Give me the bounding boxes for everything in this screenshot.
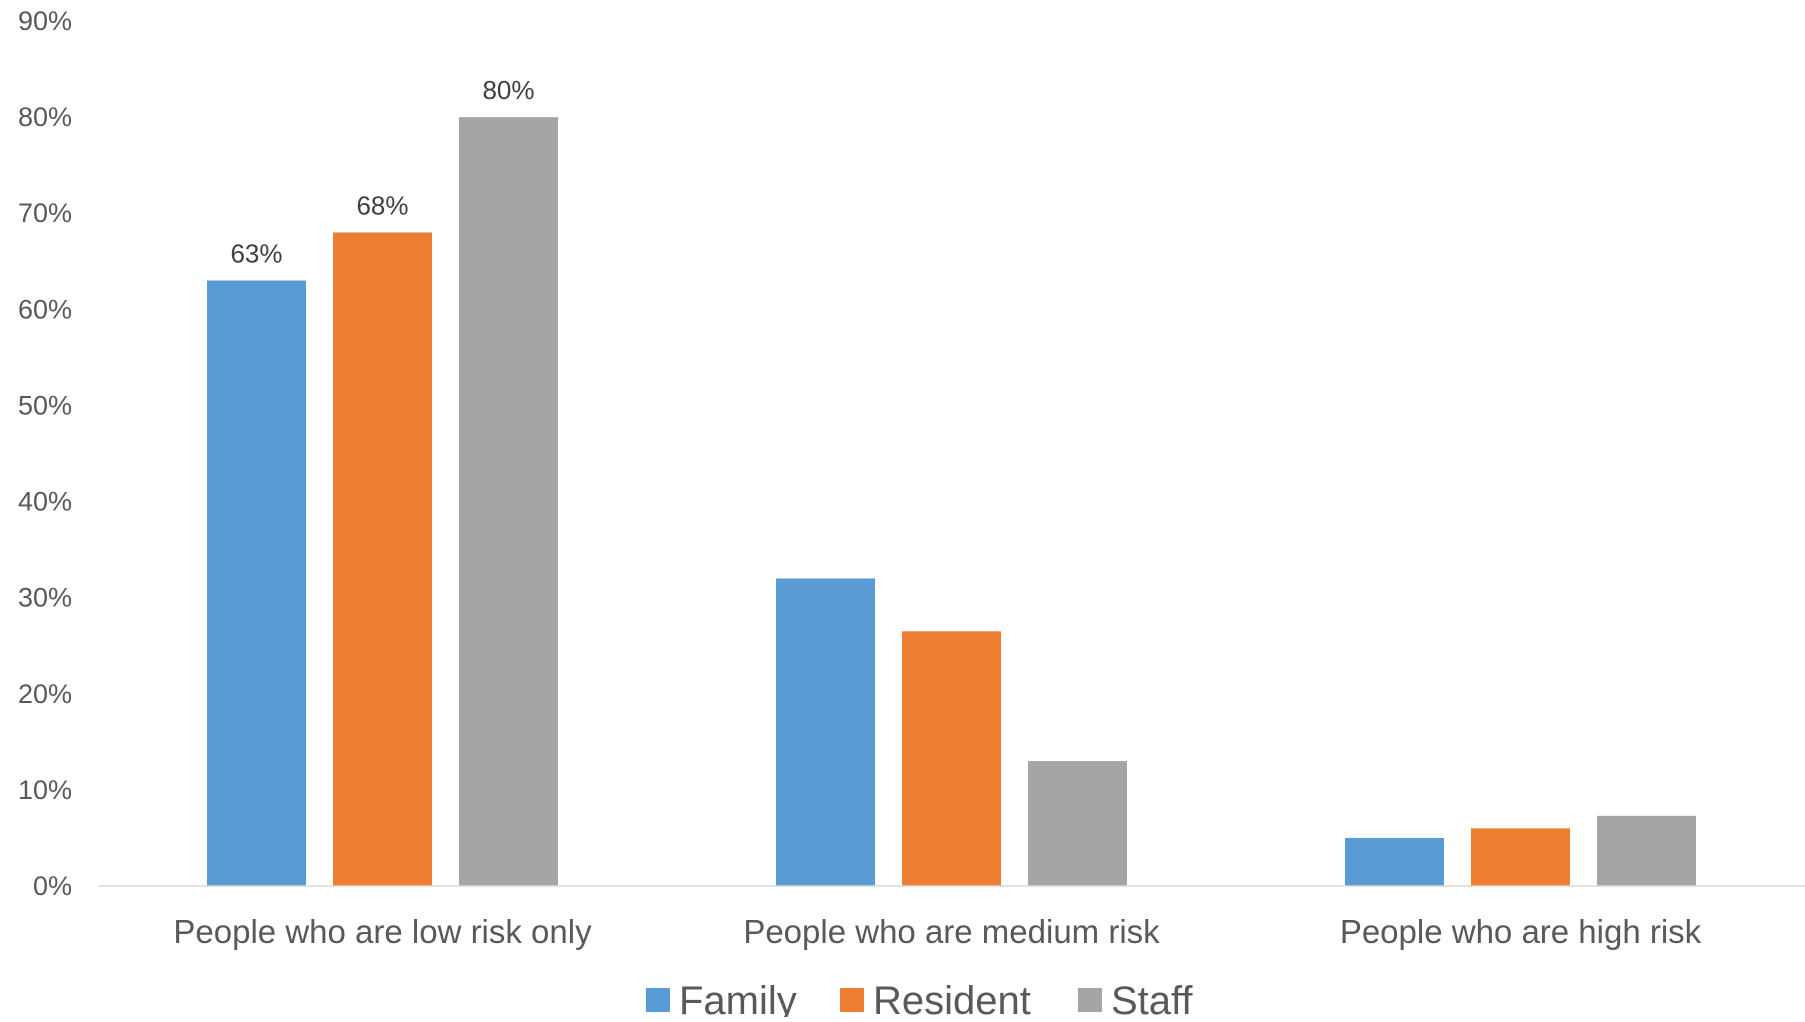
y-tick-label: 60% <box>18 294 72 324</box>
bar-family-1 <box>207 280 306 886</box>
x-tick-label: People who are high risk <box>1340 913 1702 950</box>
bar-staff-2 <box>1028 761 1127 886</box>
legend-label-family: Family <box>679 979 797 1017</box>
legend-marker-family <box>646 988 670 1012</box>
legend: Family Resident Staff <box>646 979 1193 1022</box>
legend-marker-resident <box>840 988 864 1012</box>
legend-label-resident: Resident <box>873 979 1031 1017</box>
y-tick-label: 80% <box>18 102 72 132</box>
bar-staff-3 <box>1597 815 1696 886</box>
y-tick-label: 10% <box>18 775 72 805</box>
bar-resident-3 <box>1471 828 1570 886</box>
x-tick-label: People who are low risk only <box>173 913 592 950</box>
y-tick-label: 40% <box>18 487 72 517</box>
legend-marker-staff <box>1078 988 1102 1012</box>
plot-area: 63% 68% 80% <box>207 75 1696 887</box>
y-tick-label: 50% <box>18 390 72 420</box>
bar-staff-1 <box>459 117 558 887</box>
legend-label-staff: Staff <box>1111 979 1193 1017</box>
bar-resident-2 <box>902 631 1001 886</box>
data-label: 63% <box>230 239 282 269</box>
y-tick-label: 30% <box>18 583 72 613</box>
bar-family-3 <box>1345 837 1444 886</box>
data-label: 68% <box>356 190 408 220</box>
bar-family-2 <box>776 578 875 886</box>
y-tick-label: 0% <box>33 871 72 901</box>
x-axis: People who are low risk only People who a… <box>98 885 1805 950</box>
bar-resident-1 <box>333 232 432 886</box>
y-tick-label: 20% <box>18 679 72 709</box>
x-tick-label: People who are medium risk <box>743 913 1160 950</box>
y-tick-label: 70% <box>18 198 72 228</box>
data-label: 80% <box>482 75 534 105</box>
y-tick-label: 90% <box>18 6 72 36</box>
y-axis: 0% 10% 20% 30% 40% 50% 60% 70% 80% 90% <box>18 6 72 901</box>
